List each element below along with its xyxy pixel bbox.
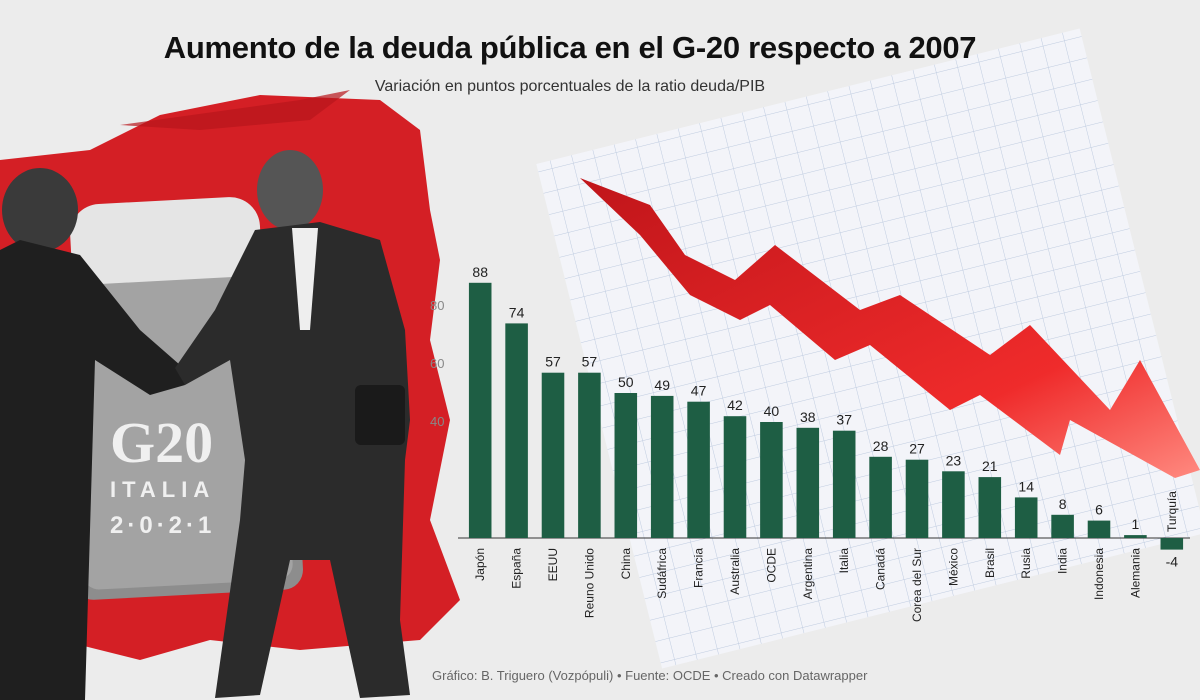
bar-value-label: 1 [1132,516,1140,532]
bar [1051,514,1074,538]
person-right-silhouette [175,150,410,698]
bar-value-label: 23 [946,452,962,468]
x-category-label: Sudáfrica [655,548,669,599]
bar-value-label: 40 [764,403,780,419]
y-tick-label: 40 [430,414,444,429]
x-category-label: Turquía [1165,491,1179,532]
bar [1087,520,1111,538]
bar-value-label: 6 [1095,502,1103,518]
x-category-label: Rusia [1019,548,1033,579]
sign-g20: G20 [110,410,213,475]
y-tick-label: 80 [430,298,444,313]
sign-italia: ITALIA [110,477,215,502]
bar-value-label: 42 [727,397,743,413]
page-title: Aumento de la deuda pública en el G-20 r… [163,30,977,65]
bar-value-label: 49 [654,377,670,393]
bar-value-label: 27 [909,441,925,457]
person-left-silhouette [0,168,185,700]
bar [832,430,856,538]
bar-value-label: 88 [472,264,488,280]
x-category-label: OCDE [764,548,778,583]
bar [468,282,492,538]
x-category-label: Brasil [983,548,997,578]
bar [614,393,638,538]
bar [541,372,565,538]
x-category-label: Corea del Sur [910,548,924,622]
bar [650,395,674,538]
bar-value-label: 14 [1018,478,1034,494]
bar [1124,535,1147,538]
x-category-label: Japón [473,548,487,581]
x-category-label: India [1056,548,1070,574]
x-category-label: México [946,548,960,586]
bar-value-label: -4 [1166,554,1179,570]
bar [796,427,820,538]
bar [1014,497,1038,538]
bar [687,401,710,538]
source-footer: Gráfico: B. Triguero (Vozpópuli) • Fuent… [432,668,868,683]
bar [905,459,929,538]
x-category-label: Canadá [874,548,888,590]
x-category-label: Australia [728,548,742,595]
bar-value-label: 74 [509,304,525,320]
trend-arrow [580,178,1200,478]
bar-value-label: 28 [873,438,889,454]
x-category-label: Argentina [801,548,815,600]
bar-value-label: 21 [982,458,998,474]
bar [1160,538,1184,550]
page-subtitle: Variación en puntos porcentuales de la r… [374,78,766,95]
y-tick-label: 60 [430,356,444,371]
bar-value-label: 37 [836,412,852,428]
bar-value-label: 47 [691,383,707,399]
bar [869,456,892,538]
bar [723,416,747,538]
bar [505,323,528,538]
bar-value-label: 57 [545,354,561,370]
x-category-label: Alemania [1128,548,1142,598]
x-category-label: Indonesia [1092,548,1106,600]
bar [942,471,965,538]
bar [760,422,783,538]
bar-value-label: 38 [800,409,816,425]
bar [978,477,1002,538]
x-category-label: Reuno Unido [582,548,596,618]
x-category-label: Italia [837,548,851,574]
sign-year: 2·0·2·1 [110,512,215,539]
x-category-label: España [510,548,524,589]
x-category-label: Francia [692,548,706,588]
x-category-label: China [619,548,633,580]
bar-value-label: 50 [618,374,634,390]
bar-value-label: 8 [1059,496,1067,512]
bar [578,372,601,538]
x-category-label: EEUU [546,548,560,581]
bar-value-label: 57 [582,354,598,370]
